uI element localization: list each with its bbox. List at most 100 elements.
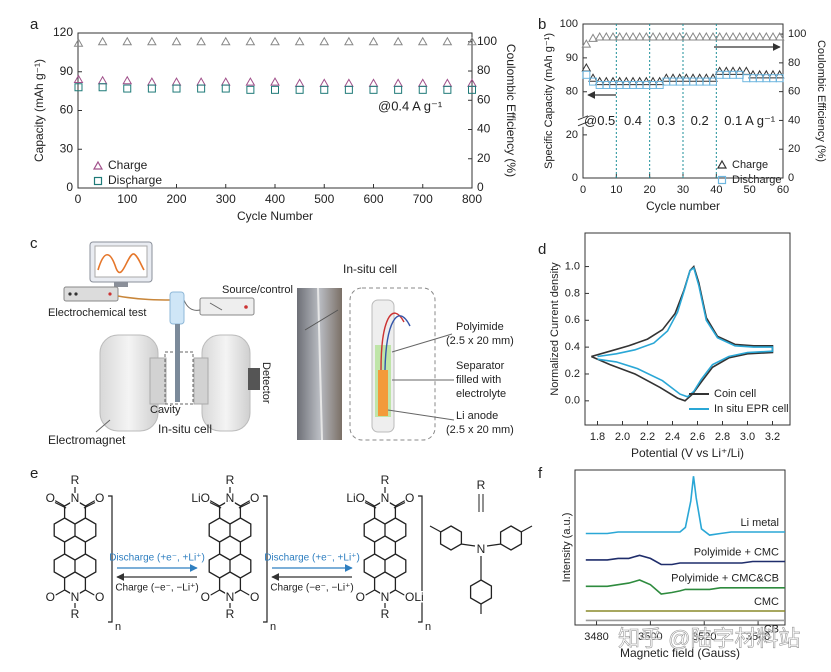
- box-detail: [209, 302, 223, 311]
- knob: [74, 292, 78, 296]
- x-tick-label: 2.6: [690, 431, 705, 443]
- data-point: [581, 63, 592, 72]
- x-tick-label: 3480: [584, 631, 608, 643]
- legend-label: Charge: [108, 158, 148, 172]
- rate-label: 0.2: [691, 113, 709, 128]
- series-label: Polyimide + CMC&CB: [671, 573, 779, 585]
- atom: N: [381, 590, 390, 604]
- watermark: 知乎 @陆字材料站: [618, 626, 800, 651]
- y-tick-label: 0: [66, 180, 73, 194]
- atom: O: [356, 590, 365, 604]
- data-point: [172, 84, 181, 93]
- data-point: [581, 39, 592, 48]
- data-point: [708, 31, 718, 41]
- y2-tick-label: 100: [788, 28, 806, 40]
- data-point: [98, 83, 107, 92]
- repeat-unit: n: [270, 621, 276, 633]
- pole-right: [193, 357, 209, 405]
- data-point: [294, 78, 305, 87]
- atom: O: [201, 590, 210, 604]
- legend-label: Charge: [732, 159, 768, 171]
- leader: [387, 409, 455, 421]
- y2-tick-label: 0: [788, 172, 794, 184]
- x-tick-label: 200: [166, 192, 186, 206]
- data-point: [220, 77, 231, 86]
- x-tick-label: 40: [710, 184, 722, 196]
- data-point: [147, 77, 157, 86]
- panel-letter: f: [538, 465, 543, 482]
- data-point: [270, 36, 280, 46]
- y2-tick-label: 20: [477, 151, 491, 165]
- cell-rod: [175, 324, 180, 402]
- data-point: [196, 77, 206, 86]
- data-point: [468, 85, 476, 94]
- x-axis-label: Cycle Number: [237, 209, 313, 223]
- panel-letter: d: [538, 241, 546, 258]
- atom: R: [381, 607, 390, 621]
- detector-label: Detector: [260, 362, 272, 404]
- series-label: Polyimide + CMC: [694, 546, 779, 558]
- x-tick-label: 30: [677, 184, 689, 196]
- y2-tick-label: 20: [788, 143, 800, 155]
- data-point: [221, 84, 230, 93]
- atom: O: [46, 491, 55, 505]
- bond: [53, 487, 97, 609]
- x-tick-label: 50: [744, 184, 756, 196]
- data-point: [654, 31, 665, 41]
- data-point: [295, 85, 304, 94]
- x-axis-label: Potential (V vs Li⁺/Li): [631, 446, 744, 460]
- legend-marker: [92, 160, 104, 170]
- electrochem-label: Electrochemical test: [48, 307, 146, 319]
- data-point: [368, 36, 379, 46]
- knob: [244, 305, 248, 309]
- data-point: [768, 31, 778, 41]
- wire: [384, 315, 411, 371]
- leader: [95, 419, 111, 433]
- data-point: [319, 78, 330, 87]
- data-point: [761, 31, 772, 41]
- axis-break: [577, 115, 589, 127]
- polyimide-label: Polyimide: [456, 321, 504, 333]
- data-point: [73, 74, 84, 83]
- y2-tick-label: 80: [477, 63, 491, 77]
- x-tick-label: 500: [314, 192, 334, 206]
- x-tick-label: 300: [216, 192, 236, 206]
- y-axis-label: Specific Capacity (mAh g⁻¹): [543, 33, 555, 169]
- repeat-unit: n: [425, 621, 431, 633]
- y-tick-label: 120: [53, 25, 73, 39]
- data-point: [467, 36, 477, 46]
- y2-tick-label: 0: [477, 180, 484, 194]
- atom: O: [95, 590, 104, 604]
- rate-label: 0.4: [624, 113, 642, 128]
- panel-letter: c: [30, 235, 38, 252]
- data-point: [147, 36, 157, 46]
- data-point: [641, 31, 652, 41]
- li-anode: [378, 370, 388, 416]
- photo-detail: [317, 287, 323, 441]
- y-tick-label: 1.0: [565, 260, 580, 272]
- x-tick-label: 3540: [746, 631, 770, 643]
- anode-label: Li anode: [456, 410, 498, 422]
- y2-tick-label: 40: [477, 122, 491, 136]
- zoom-box: [349, 287, 436, 441]
- data-point: [74, 83, 83, 92]
- knob: [108, 292, 112, 296]
- step-forward: Discharge (+e⁻, +Li⁺): [109, 553, 205, 564]
- y-tick-label: 0.4: [565, 341, 580, 353]
- data-point: [294, 36, 305, 46]
- data-line: [585, 579, 785, 595]
- data-point: [122, 36, 133, 46]
- bracket: [108, 495, 113, 623]
- atom: N: [226, 590, 235, 604]
- rate-label: @0.5: [584, 113, 615, 128]
- legend-marker: [93, 176, 103, 186]
- data-point: [741, 31, 752, 41]
- data-point: [688, 31, 698, 41]
- atom: R: [71, 473, 80, 487]
- atom: R: [381, 473, 390, 487]
- separator-label: filled with: [456, 374, 501, 386]
- electromagnet-right: [201, 334, 251, 432]
- data-point: [748, 31, 758, 41]
- data-point: [601, 31, 612, 41]
- ring: [208, 499, 252, 597]
